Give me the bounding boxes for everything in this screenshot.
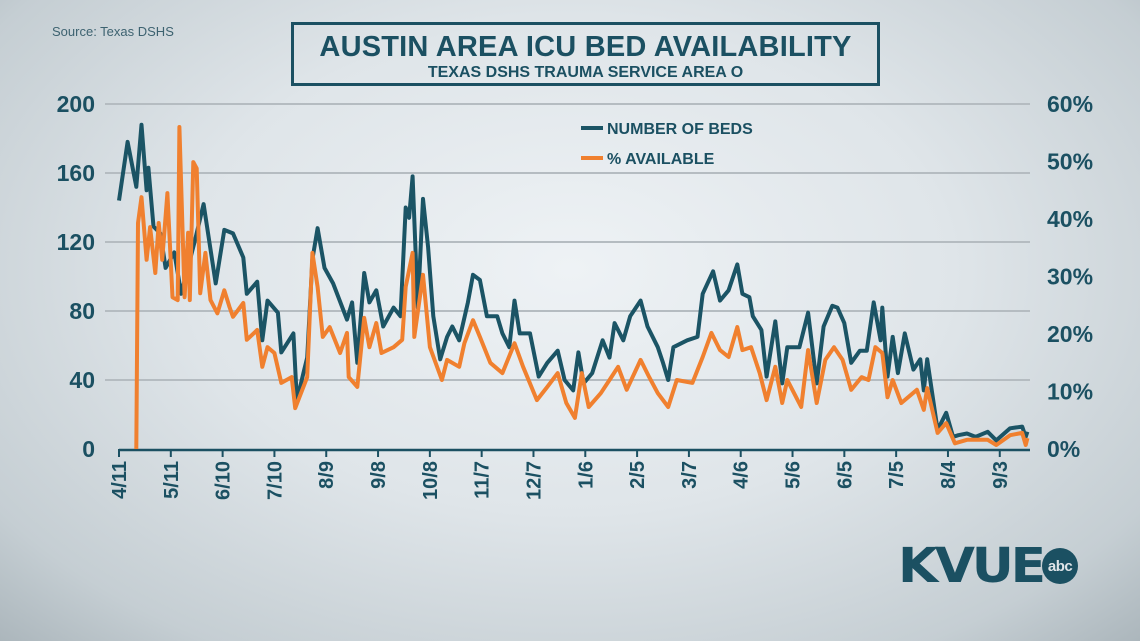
right-y-axis: 0% 10% 20% 30% 40% 50% 60% [1047, 91, 1093, 462]
kvue-abc-logo: KVUE abc [898, 538, 1079, 594]
legend: NUMBER OF BEDS % AVAILABLE [581, 121, 753, 168]
x-tick-label: 2/5 [627, 461, 649, 489]
x-tick-label: 8/9 [316, 461, 338, 489]
x-tick-label: 4/6 [731, 461, 753, 489]
y-right-tick-label: 20% [1047, 321, 1093, 347]
chart-title: AUSTIN AREA ICU BED AVAILABILITY [319, 31, 852, 63]
logo-wordmark: KVUE [898, 538, 1046, 594]
x-tick-label: 5/6 [783, 461, 805, 489]
series-line-beds [117, 122, 1030, 443]
y-left-tick-label: 0 [82, 436, 95, 462]
x-tick-label: 6/10 [213, 461, 235, 500]
x-tick-label: 8/4 [938, 460, 960, 489]
y-right-tick-label: 60% [1047, 91, 1093, 117]
abc-badge-icon: abc [1042, 548, 1079, 584]
x-tick-label: 7/10 [264, 461, 286, 500]
left-y-axis: 0 40 80 120 160 200 [57, 91, 95, 462]
y-right-tick-label: 0% [1047, 436, 1080, 462]
y-left-tick-label: 160 [57, 160, 95, 186]
x-tick-label: 12/7 [523, 461, 545, 500]
x-tick-label: 5/11 [161, 461, 183, 499]
x-tick-label: 11/7 [472, 461, 494, 499]
y-right-tick-label: 30% [1047, 264, 1093, 290]
chart-subtitle: TEXAS DSHS TRAUMA SERVICE AREA O [427, 64, 744, 81]
y-left-tick-label: 80 [69, 298, 95, 324]
y-left-tick-label: 200 [57, 91, 95, 117]
x-tick-label: 4/11 [109, 461, 131, 499]
x-tick-label: 3/7 [679, 461, 701, 489]
series-line-percent [134, 125, 1030, 450]
x-axis: 4/11 5/11 6/10 7/10 8/9 9/8 10/8 11/7 12/7 1/6 2/5… [109, 448, 1030, 500]
y-right-tick-label: 10% [1047, 379, 1093, 405]
y-left-tick-label: 120 [57, 229, 95, 255]
y-right-tick-label: 40% [1047, 206, 1093, 232]
x-tick-label: 9/3 [990, 461, 1012, 489]
x-tick-label: 6/5 [834, 461, 856, 489]
x-tick-label: 10/8 [420, 461, 442, 500]
source-note: Source: Texas DSHS [52, 24, 174, 39]
y-right-tick-label: 50% [1047, 149, 1093, 175]
series-lines [117, 122, 1030, 450]
y-left-tick-label: 40 [69, 367, 95, 393]
x-tick-label: 7/5 [886, 461, 908, 489]
x-tick-label: 1/6 [575, 461, 597, 489]
legend-label-percent: % AVAILABLE [607, 151, 715, 168]
title-box: AUSTIN AREA ICU BED AVAILABILITY TEXAS D… [291, 22, 880, 86]
legend-label-beds: NUMBER OF BEDS [607, 121, 753, 138]
x-tick-label: 9/8 [368, 461, 390, 489]
